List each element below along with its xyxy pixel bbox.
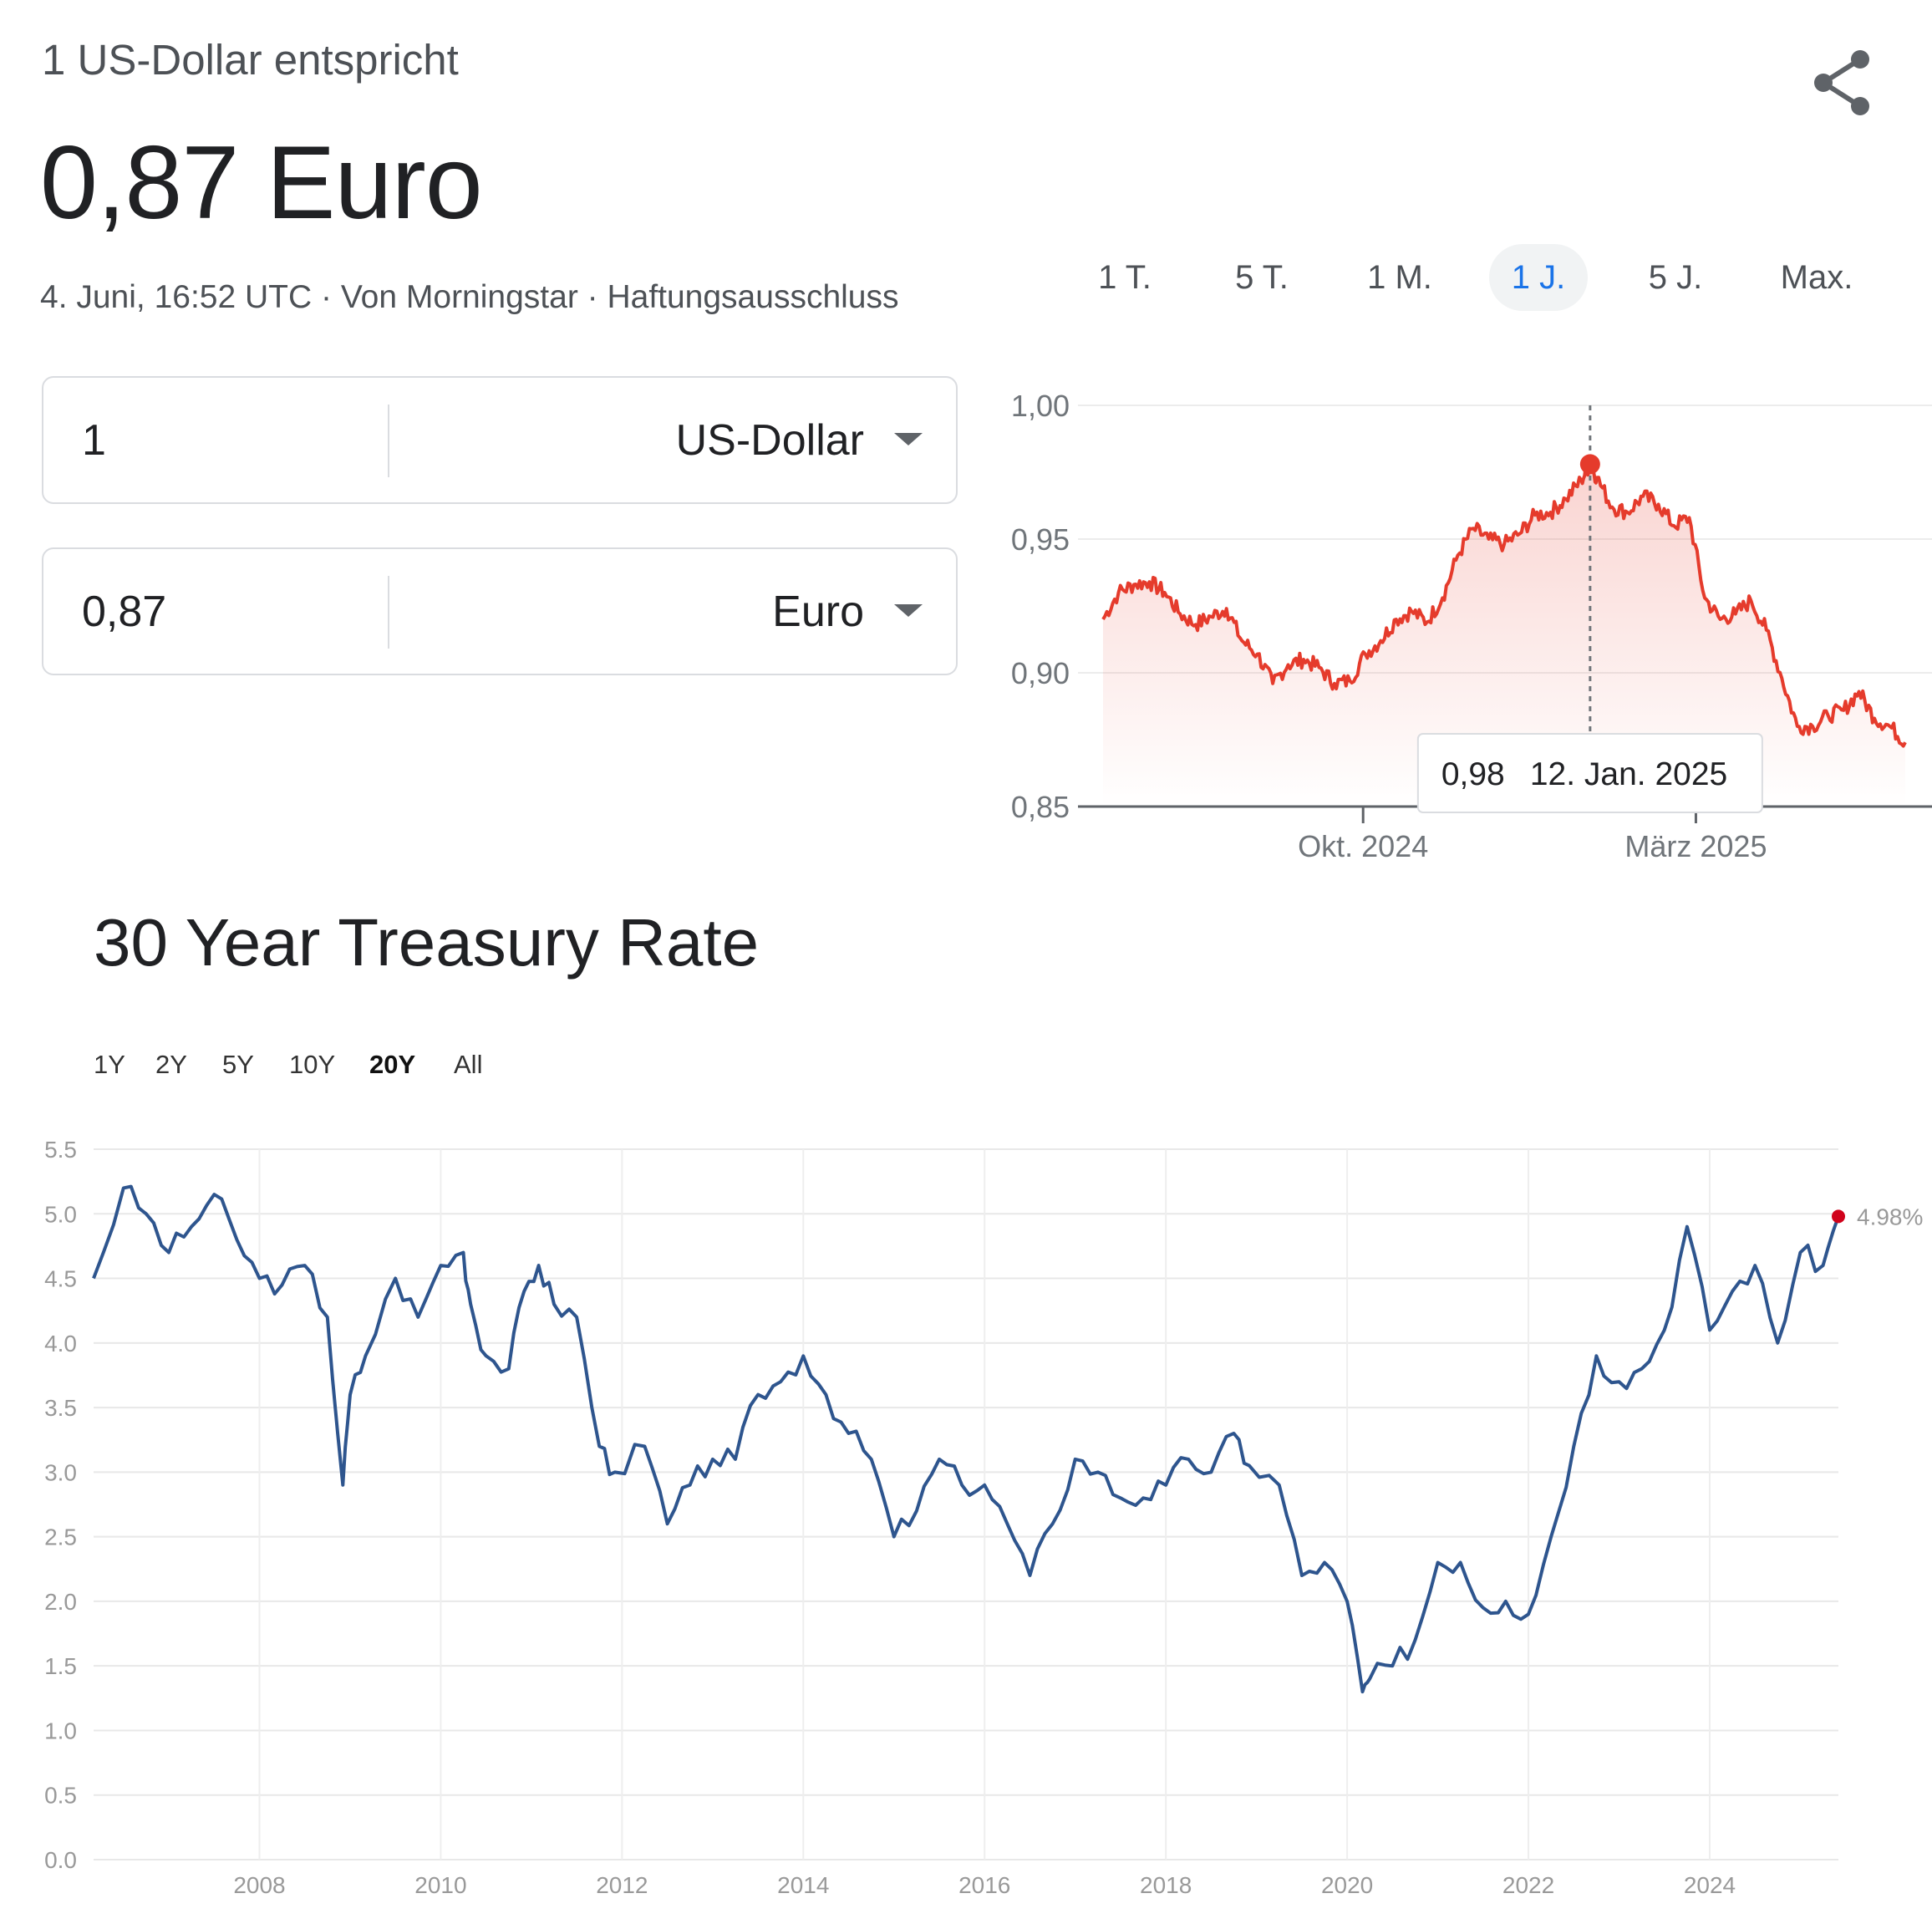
from-currency-select[interactable]: US-Dollar [675, 415, 864, 465]
treasury-y-tick-label: 5.5 [44, 1137, 77, 1163]
exchange-rate-value: 0,87 Euro [40, 125, 483, 241]
treasury-range-tab[interactable]: All [454, 1050, 483, 1079]
converter-divider [388, 576, 389, 649]
treasury-x-tick-label: 2020 [1321, 1872, 1373, 1898]
to-amount-input[interactable]: 0,87 [82, 587, 167, 636]
treasury-y-tick-label: 1.5 [44, 1653, 77, 1679]
treasury-y-tick-label: 3.5 [44, 1395, 77, 1421]
treasury-x-tick-label: 2024 [1684, 1872, 1736, 1898]
treasury-y-tick-label: 0.5 [44, 1783, 77, 1809]
fx-range-tab[interactable]: 5 J. [1648, 259, 1703, 296]
fx-y-tick-label: 1,00 [1011, 389, 1070, 423]
treasury-line [92, 1184, 1840, 1694]
treasury-title: 30 Year Treasury Rate [94, 905, 760, 980]
rate-meta-line: 4. Juni, 16:52 UTC · Von Morningstar · H… [40, 279, 899, 315]
caret-down-icon[interactable] [894, 433, 923, 445]
fx-hover-point [1579, 454, 1600, 475]
treasury-x-tick-label: 2022 [1502, 1872, 1554, 1898]
treasury-y-tick-label: 0.0 [44, 1847, 77, 1873]
treasury-last-value: 4.98% [1857, 1204, 1923, 1229]
treasury-x-tick-label: 2016 [958, 1872, 1010, 1898]
fx-chart[interactable]: 1,00 0,95 0,90 0,85 Okt. 2024 März 2025 0,98… [986, 368, 1932, 878]
treasury-chart[interactable]: 5.5 5.0 4.5 4.0 3.5 3.0 2.5 2.0 1.5 1.0 0.5 0.0 200… [0, 1120, 1932, 1914]
treasury-y-tick-label: 2.5 [44, 1524, 77, 1550]
treasury-x-tick-label: 2012 [596, 1872, 648, 1898]
to-currency-select[interactable]: Euro [772, 587, 864, 636]
treasury-y-tick-label: 1.0 [44, 1718, 77, 1743]
fx-x-tick-label: März 2025 [1624, 829, 1767, 863]
fx-tooltip-date: 12. Jan. 2025 [1530, 756, 1727, 792]
fx-y-tick-label: 0,85 [1011, 790, 1070, 824]
treasury-y-tick-label: 4.0 [44, 1331, 77, 1356]
fx-tooltip-value: 0,98 [1441, 756, 1505, 792]
fx-tooltip: 0,98 12. Jan. 2025 [1416, 733, 1763, 813]
share-icon[interactable] [1805, 45, 1880, 120]
treasury-y-tick-label: 3.0 [44, 1459, 77, 1485]
treasury-x-tick-label: 2008 [233, 1872, 285, 1898]
treasury-range-tab[interactable]: 10Y [289, 1050, 336, 1079]
fx-line [1101, 462, 1907, 748]
treasury-y-tick-label: 5.0 [44, 1201, 77, 1227]
fx-range-tab[interactable]: 5 T. [1235, 259, 1289, 296]
treasury-y-tick-label: 2.0 [44, 1589, 77, 1615]
treasury-range-tab[interactable]: 2Y [155, 1050, 187, 1079]
treasury-x-tick-label: 2014 [777, 1872, 829, 1898]
fx-range-tab[interactable]: Max. [1780, 259, 1853, 296]
fx-range-tab[interactable]: 1 T. [1098, 259, 1152, 296]
caret-down-icon[interactable] [894, 604, 923, 617]
treasury-range-tab[interactable]: 1Y [94, 1050, 125, 1079]
from-amount-input[interactable]: 1 [82, 415, 106, 465]
converter-to-box: 0,87 Euro [42, 547, 958, 675]
header-subtitle: 1 US-Dollar entspricht [42, 36, 459, 84]
fx-y-tick-label: 0,95 [1011, 522, 1070, 557]
fx-range-tab[interactable]: 1 J. [1489, 244, 1588, 311]
treasury-range-tab[interactable]: 5Y [222, 1050, 254, 1079]
treasury-last-point [1832, 1209, 1845, 1224]
converter-from-box: 1 US-Dollar [42, 376, 958, 504]
fx-area-fill [1103, 464, 1905, 807]
fx-range-tab[interactable]: 1 M. [1367, 259, 1432, 296]
treasury-x-tick-label: 2018 [1140, 1872, 1192, 1898]
converter-divider [388, 405, 389, 477]
treasury-range-tab[interactable]: 20Y [369, 1050, 416, 1079]
treasury-x-tick-label: 2010 [414, 1872, 466, 1898]
fx-y-tick-label: 0,90 [1011, 656, 1070, 690]
treasury-y-tick-label: 4.5 [44, 1266, 77, 1292]
fx-x-tick-label: Okt. 2024 [1298, 829, 1428, 863]
